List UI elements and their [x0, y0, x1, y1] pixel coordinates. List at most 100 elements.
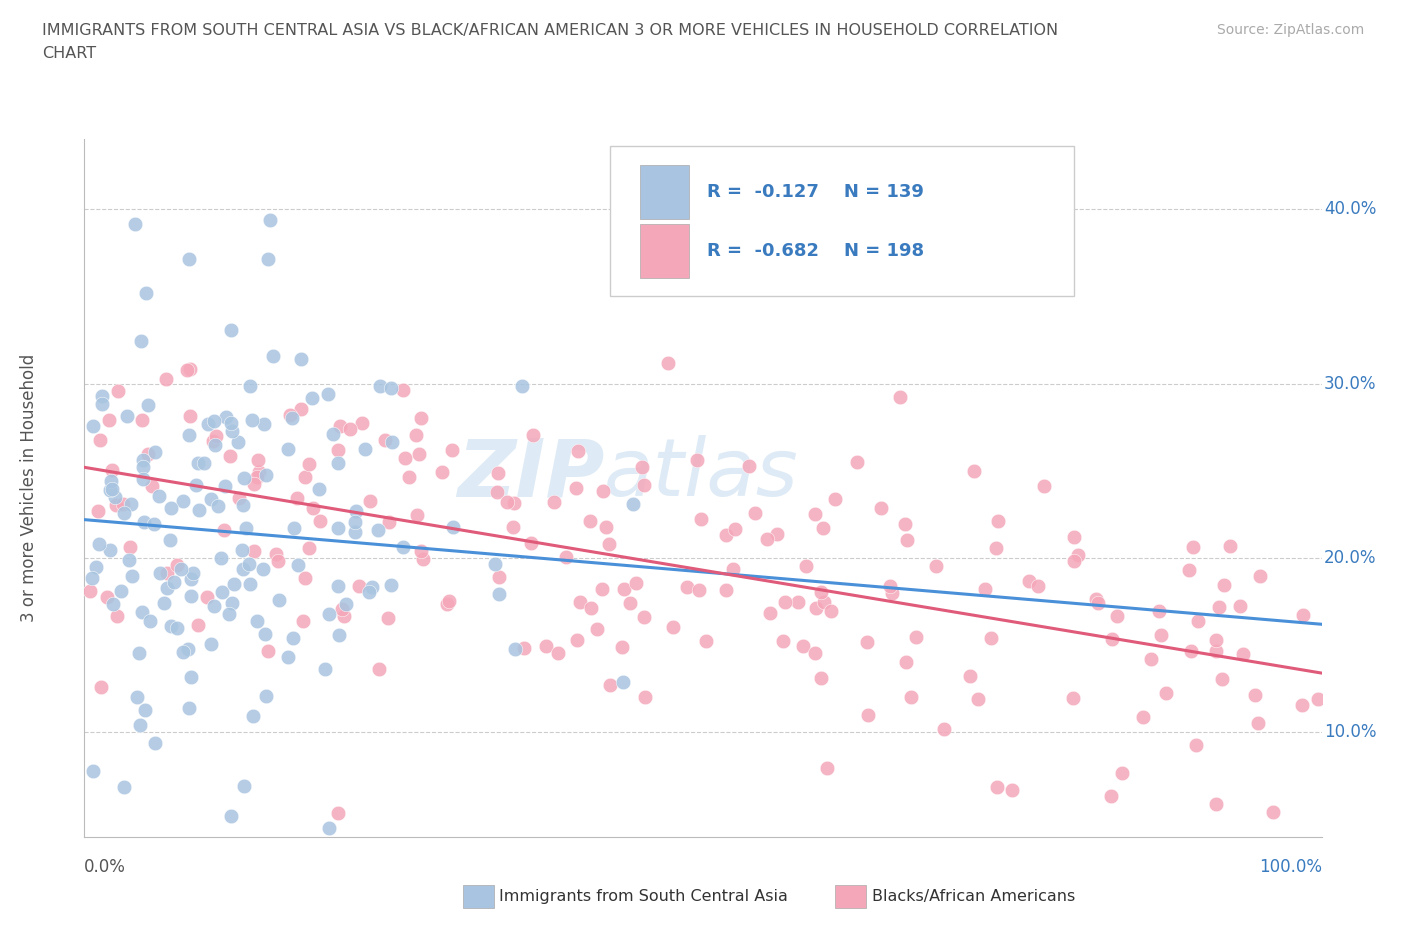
Point [657, 355, 679, 370]
Text: 3 or more Vehicles in Household: 3 or more Vehicles in Household [20, 354, 38, 622]
Point [613, 582, 636, 597]
Point [344, 503, 367, 518]
Point [252, 562, 274, 577]
Point [803, 507, 825, 522]
Point [101, 462, 124, 477]
Point [132, 453, 155, 468]
Point [179, 408, 201, 423]
Point [232, 471, 254, 485]
Point [815, 761, 838, 776]
Point [142, 516, 165, 531]
Point [1306, 691, 1329, 706]
Point [486, 466, 509, 481]
Point [131, 413, 153, 428]
Point [181, 565, 204, 580]
Point [232, 778, 254, 793]
Point [283, 521, 305, 536]
Point [193, 456, 215, 471]
Point [136, 447, 159, 462]
Point [298, 457, 321, 472]
Text: 20.0%: 20.0% [1324, 549, 1376, 567]
Point [135, 286, 157, 300]
Point [1205, 632, 1227, 647]
Point [309, 513, 332, 528]
Point [579, 601, 602, 616]
Point [148, 565, 170, 580]
Point [219, 416, 242, 431]
Point [343, 514, 366, 529]
Point [219, 323, 242, 338]
Point [344, 525, 367, 539]
Point [1147, 604, 1170, 618]
Point [290, 352, 312, 366]
Point [485, 485, 508, 499]
Point [879, 578, 901, 593]
Point [86, 560, 108, 575]
Point [536, 639, 558, 654]
Point [612, 675, 634, 690]
Point [1212, 578, 1234, 593]
Point [368, 379, 391, 394]
Point [894, 655, 917, 670]
Point [214, 523, 236, 538]
Point [301, 390, 323, 405]
Point [1249, 568, 1271, 583]
Point [82, 571, 104, 586]
Point [176, 363, 198, 378]
Point [139, 614, 162, 629]
Point [1263, 804, 1285, 819]
Point [1150, 627, 1173, 642]
Point [599, 677, 621, 692]
Point [773, 594, 796, 609]
Point [339, 421, 361, 436]
Point [392, 382, 415, 397]
Point [266, 546, 288, 561]
Point [232, 498, 254, 512]
Text: 30.0%: 30.0% [1324, 375, 1376, 392]
Point [631, 460, 654, 475]
Point [986, 780, 1008, 795]
Point [813, 594, 835, 609]
Point [986, 514, 1008, 529]
Point [440, 443, 463, 458]
Point [756, 532, 779, 547]
Point [259, 212, 281, 227]
Point [380, 381, 402, 396]
Point [200, 492, 222, 507]
Point [180, 589, 202, 604]
Point [228, 491, 250, 506]
Point [278, 408, 301, 423]
Point [129, 334, 152, 349]
Point [398, 470, 420, 485]
Point [721, 562, 744, 577]
Point [204, 437, 226, 452]
Point [124, 217, 146, 232]
Point [695, 633, 717, 648]
Point [353, 442, 375, 457]
Point [266, 553, 288, 568]
Point [437, 593, 460, 608]
Point [326, 805, 349, 820]
Point [567, 444, 589, 458]
Point [287, 557, 309, 572]
Point [565, 481, 588, 496]
Point [177, 252, 200, 267]
Point [811, 521, 834, 536]
Point [262, 349, 284, 364]
Point [904, 630, 927, 644]
Point [180, 670, 202, 684]
Point [105, 608, 128, 623]
Point [1063, 553, 1085, 568]
Point [686, 453, 709, 468]
Point [543, 494, 565, 509]
Point [187, 618, 209, 632]
Point [621, 497, 644, 512]
Point [82, 418, 104, 433]
Point [177, 642, 200, 657]
Point [765, 526, 787, 541]
Point [488, 569, 510, 584]
Point [347, 578, 370, 593]
Point [110, 583, 132, 598]
Point [269, 592, 291, 607]
Point [804, 600, 827, 615]
